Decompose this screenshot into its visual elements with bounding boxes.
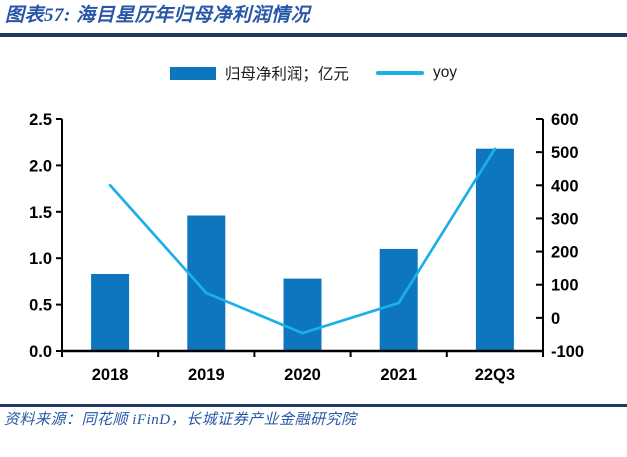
left-axis-tick-label: 2.0 xyxy=(29,157,52,175)
left-axis-tick-label: 0.5 xyxy=(29,297,52,315)
left-axis-tick-label: 1.5 xyxy=(29,204,52,222)
line-series-swatch xyxy=(375,71,424,75)
bar-2021 xyxy=(379,248,418,351)
x-axis-label: 2021 xyxy=(380,366,417,384)
right-axis-tick-label: 500 xyxy=(551,144,579,162)
right-axis-tick-label: 400 xyxy=(551,177,579,195)
title-divider-rule xyxy=(0,33,627,37)
line-series-label: yoy xyxy=(432,64,458,81)
x-axis-label: 2020 xyxy=(284,366,321,384)
bar-2018 xyxy=(91,273,130,351)
x-axis-label: 2018 xyxy=(92,366,129,384)
bar-series-swatch xyxy=(169,66,216,80)
bar-2020 xyxy=(283,278,322,351)
left-axis-tick-label: 0.0 xyxy=(29,343,52,361)
right-axis-tick-label: -100 xyxy=(551,343,584,361)
x-axis-label: 22Q3 xyxy=(475,366,515,384)
bar-2019 xyxy=(187,215,226,351)
left-axis-tick-label: 1.0 xyxy=(29,250,52,268)
figure-title: 图表57: 海目星历年归母净利润情况 xyxy=(5,5,311,26)
source-note: 资料来源：同花顺 iFinD，长城证券产业金融研究院 xyxy=(4,412,357,428)
right-axis-tick-label: 300 xyxy=(551,210,579,228)
right-axis-tick-label: 0 xyxy=(551,310,560,328)
yoy-line xyxy=(108,147,497,335)
left-axis-tick-label: 2.5 xyxy=(29,111,52,129)
bar-22Q3 xyxy=(475,148,514,351)
bar-series-label: 归母净利润；亿元 xyxy=(224,66,349,83)
right-axis-tick-label: 100 xyxy=(551,277,579,295)
right-axis-tick-label: 600 xyxy=(551,111,579,129)
x-axis-label: 2019 xyxy=(188,366,225,384)
right-axis-tick-label: 200 xyxy=(551,244,579,262)
chart-legend: 归母净利润；亿元 yoy xyxy=(0,61,627,85)
source-divider-rule xyxy=(0,404,627,407)
